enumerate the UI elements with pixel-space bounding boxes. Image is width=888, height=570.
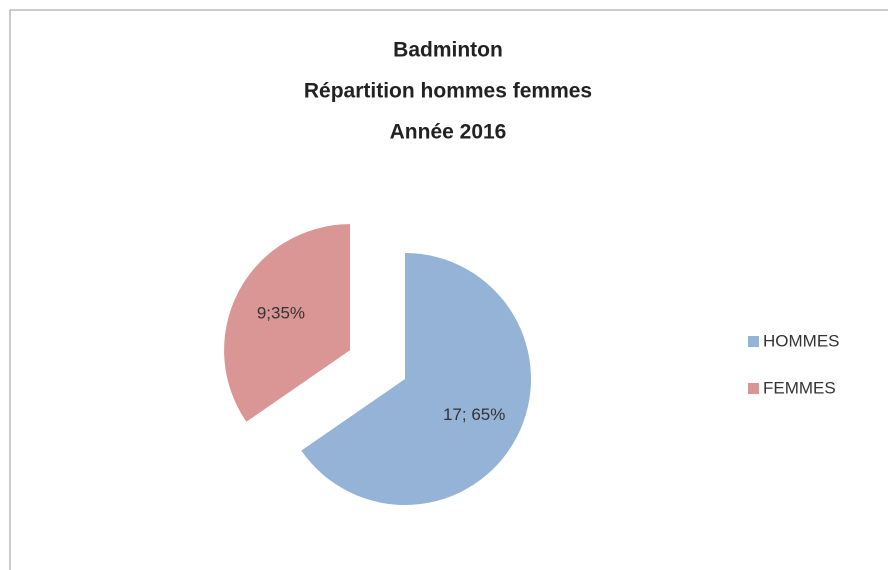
legend-label: FEMMES [763, 378, 836, 397]
chart-frame [9, 9, 888, 570]
chart-title: Année 2016 [390, 121, 507, 144]
chart-title: Badminton [393, 39, 503, 62]
data-label: 17; 65% [443, 405, 505, 424]
data-label: 9;35% [257, 303, 305, 322]
legend-label: HOMMES [763, 331, 840, 350]
legend-swatch [748, 383, 759, 394]
pie-slice [224, 224, 351, 422]
chart-title: Répartition hommes femmes [304, 80, 592, 103]
pie-slice [301, 253, 532, 506]
legend-swatch [748, 336, 759, 347]
